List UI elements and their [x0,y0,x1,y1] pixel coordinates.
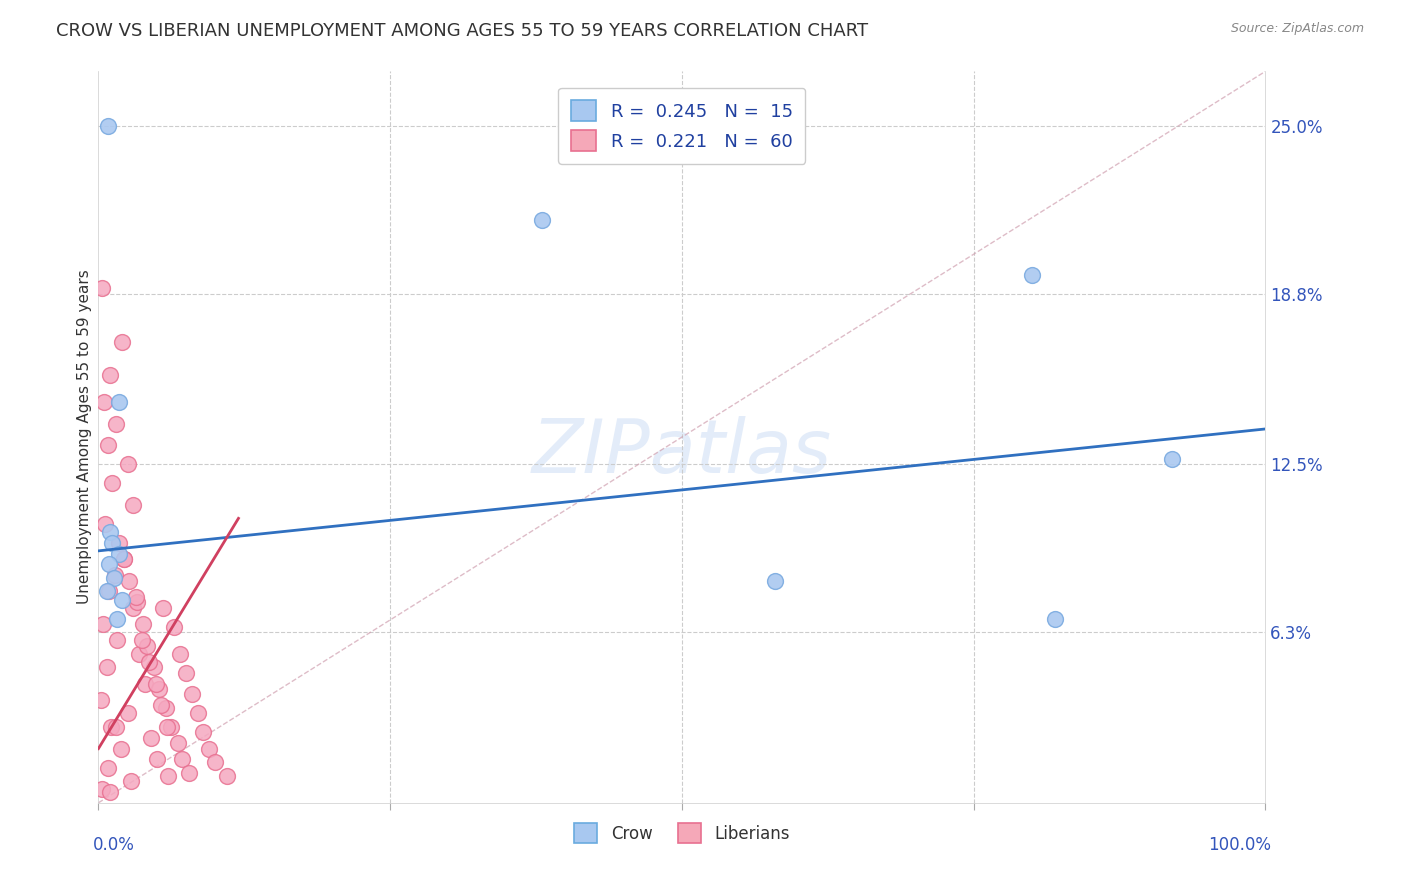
Point [193,725,215,739]
Point [148,681,170,696]
Point [187,706,209,721]
Point [104,720,127,734]
Point [98,368,121,382]
Y-axis label: Unemployment Among Ages 55 to 59 years: Unemployment Among Ages 55 to 59 years [77,269,91,605]
Point [112,552,135,566]
Point [1161,451,1184,466]
Text: ZIPatlas: ZIPatlas [531,416,832,488]
Point [763,574,786,588]
Point [146,752,169,766]
Point [134,676,156,690]
Point [122,600,145,615]
Point [125,595,148,609]
Point [163,620,186,634]
Point [104,417,127,431]
Point [120,774,142,789]
Text: Source: ZipAtlas.com: Source: ZipAtlas.com [1230,22,1364,36]
Point [136,639,159,653]
Point [105,633,128,648]
Point [166,736,188,750]
Point [98,785,121,799]
Point [96,584,118,599]
Point [118,574,141,588]
Point [108,395,131,409]
Text: CROW VS LIBERIAN UNEMPLOYMENT AMONG AGES 55 TO 59 YEARS CORRELATION CHART: CROW VS LIBERIAN UNEMPLOYMENT AMONG AGES… [56,22,869,40]
Text: 100.0%: 100.0% [1208,836,1271,854]
Point [131,633,153,648]
Point [108,547,131,561]
Point [101,476,124,491]
Point [204,755,226,769]
Legend: Crow, Liberians: Crow, Liberians [568,817,796,849]
Point [172,752,194,766]
Point [90,281,112,295]
Point [90,693,112,707]
Point [180,688,202,702]
Point [138,655,160,669]
Point [156,720,179,734]
Point [97,584,120,599]
Point [97,761,120,775]
Point [111,335,134,350]
Point [105,611,128,625]
Point [169,647,191,661]
Point [96,660,118,674]
Point [143,660,166,674]
Point [112,552,135,566]
Point [174,665,197,680]
Point [93,395,115,409]
Point [98,524,121,539]
Point [152,600,174,615]
Point [150,698,173,713]
Point [91,617,114,632]
Point [117,457,139,471]
Point [179,766,201,780]
Point [103,571,125,585]
Point [198,741,221,756]
Point [530,213,553,227]
Point [1021,268,1043,282]
Point [1045,611,1067,625]
Point [122,498,145,512]
Point [90,782,112,797]
Point [132,617,155,632]
Point [125,590,148,604]
Point [110,741,132,756]
Point [139,731,162,745]
Point [97,558,120,572]
Point [117,706,139,721]
Point [100,720,122,734]
Point [157,769,180,783]
Point [94,516,117,531]
Point [104,568,127,582]
Point [128,647,150,661]
Point [215,769,238,783]
Point [155,701,177,715]
Point [111,592,134,607]
Point [145,676,167,690]
Point [97,438,120,452]
Text: 0.0%: 0.0% [93,836,135,854]
Point [108,535,131,549]
Point [101,535,124,549]
Point [97,119,120,133]
Point [159,720,181,734]
